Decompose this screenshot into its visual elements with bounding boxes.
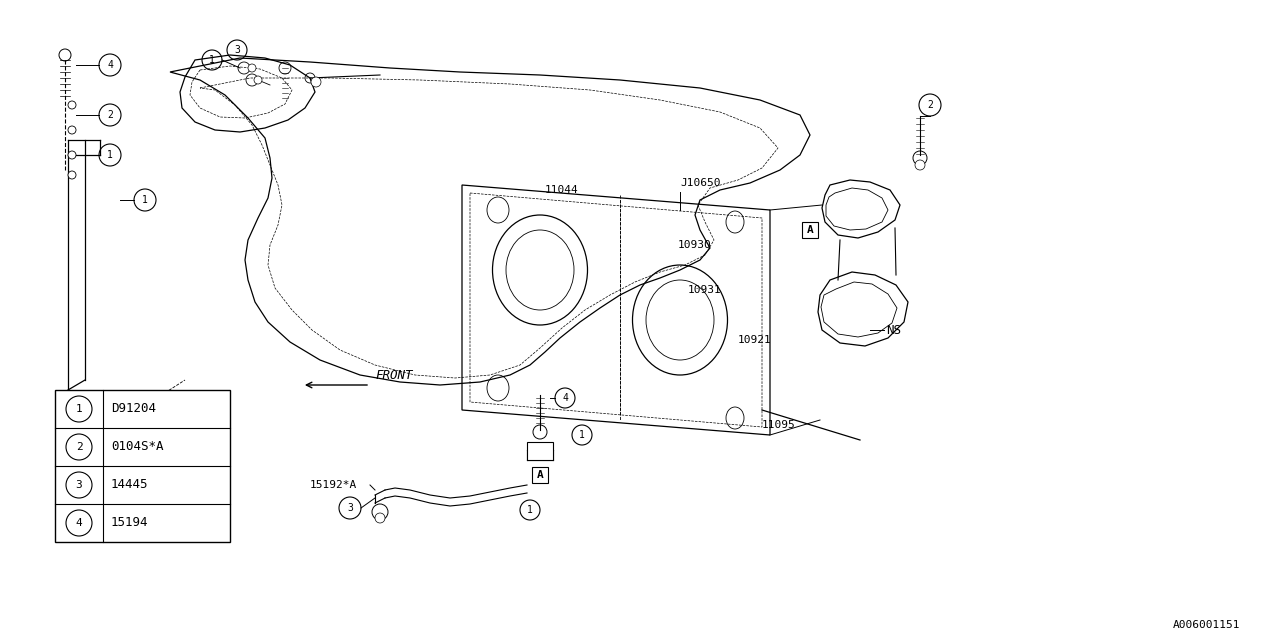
Text: 2: 2 <box>108 110 113 120</box>
Text: NS: NS <box>886 323 901 337</box>
Text: 1: 1 <box>76 404 82 414</box>
Circle shape <box>915 160 925 170</box>
Text: 10931: 10931 <box>689 285 722 295</box>
Bar <box>803 222 818 238</box>
Text: 1: 1 <box>579 430 585 440</box>
Text: 3: 3 <box>347 503 353 513</box>
Circle shape <box>68 126 76 134</box>
Text: 2: 2 <box>76 442 82 452</box>
Text: 11044: 11044 <box>545 185 579 195</box>
Circle shape <box>311 77 321 87</box>
Text: 1: 1 <box>209 55 215 65</box>
Text: 15192*B: 15192*B <box>68 485 115 495</box>
Circle shape <box>68 171 76 179</box>
Text: 1: 1 <box>527 505 532 515</box>
Bar <box>527 442 553 460</box>
Text: A: A <box>536 470 544 480</box>
Text: 11095: 11095 <box>762 420 796 430</box>
Text: 4: 4 <box>562 393 568 403</box>
Text: 3: 3 <box>234 45 239 55</box>
Circle shape <box>375 513 385 523</box>
Text: 4: 4 <box>108 60 113 70</box>
Text: FRONT: FRONT <box>375 369 412 382</box>
Circle shape <box>248 64 256 72</box>
Bar <box>532 467 548 483</box>
Circle shape <box>68 101 76 109</box>
Text: 1: 1 <box>142 195 148 205</box>
Bar <box>55 390 230 542</box>
Text: 15194: 15194 <box>111 516 148 529</box>
Text: 10930: 10930 <box>678 240 712 250</box>
Text: 2: 2 <box>927 100 933 110</box>
Text: A006001151: A006001151 <box>1172 620 1240 630</box>
Text: 3: 3 <box>76 480 82 490</box>
Text: 14445: 14445 <box>111 479 148 492</box>
Text: A: A <box>806 225 813 235</box>
Text: 1: 1 <box>108 150 113 160</box>
Circle shape <box>253 76 262 84</box>
Text: 10921: 10921 <box>739 335 772 345</box>
Circle shape <box>68 151 76 159</box>
Text: D91204: D91204 <box>111 403 156 415</box>
Text: J10650: J10650 <box>680 178 721 188</box>
Text: 0104S*A: 0104S*A <box>111 440 164 454</box>
Text: 15192*A: 15192*A <box>310 480 357 490</box>
Text: 4: 4 <box>76 518 82 528</box>
